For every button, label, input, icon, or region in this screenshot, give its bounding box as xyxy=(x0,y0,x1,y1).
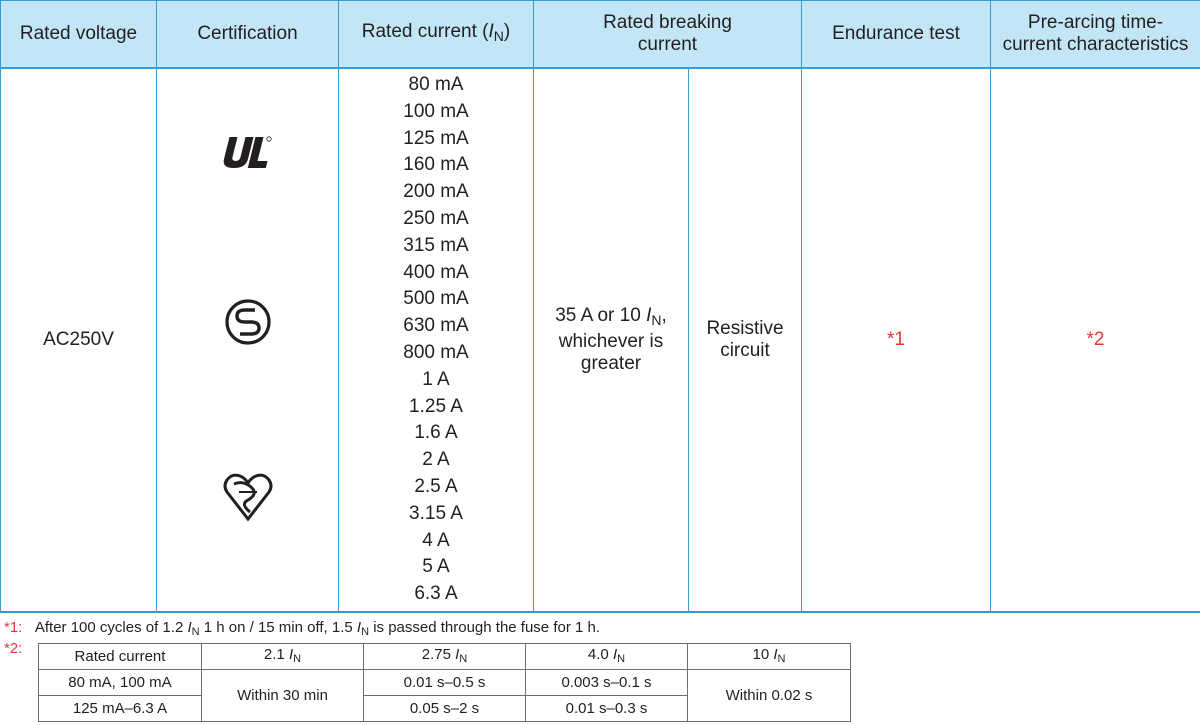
footnote-1-symbol-2: I xyxy=(356,619,362,636)
char-row-1: 80 mA, 100 mA Within 30 min 0.01 s–0.5 s… xyxy=(38,669,851,722)
char-r1-c2: 0.01 s–0.5 s xyxy=(363,669,526,696)
rated-current-item: 4 A xyxy=(422,529,450,551)
footnote-1-sub-2: N xyxy=(361,626,370,638)
rated-current-list-cell: 80 mA 100 mA 125 mA 160 mA 200 mA 250 mA 315 m… xyxy=(338,67,534,613)
rated-current-item: 800 mA xyxy=(403,342,469,363)
char-h2-num: 2.75 xyxy=(421,645,456,663)
rated-current-item: 315 mA xyxy=(403,234,469,256)
rated-current-item: 500 mA xyxy=(403,288,469,310)
footnote-1: *1: After 100 cycles of 1.2 IN 1 h on / … xyxy=(4,619,600,641)
rated-current-item: 630 mA xyxy=(403,315,469,337)
header-prearcing-line1: Pre-arcing time- xyxy=(1027,12,1164,33)
header-rated-current-sub: N xyxy=(493,28,504,44)
rated-current-item: 100 mA xyxy=(403,100,469,122)
kitemark-icon xyxy=(223,473,272,522)
breaking-line2: whichever is xyxy=(558,331,664,352)
footnote-2-mark: *2: xyxy=(4,640,23,657)
breaking-sub: N xyxy=(651,312,662,328)
char-within-0-02-s: Within 0.02 s xyxy=(687,669,851,722)
char-h1-sym: I xyxy=(288,645,294,663)
header-rated-breaking-current: Rated breaking current xyxy=(533,0,802,69)
char-h2-sym: I xyxy=(455,645,460,663)
char-header-2-1: 2.1 IN xyxy=(201,643,364,670)
char-h1-sub: N xyxy=(293,652,302,665)
char-header-rated-current: Rated current xyxy=(38,643,202,670)
header-breaking-line2: current xyxy=(637,34,698,55)
spec-header-row: Rated voltage Certification Rated curren… xyxy=(0,0,1200,69)
breaking-prefix: 35 A or 10 xyxy=(555,305,647,326)
char-h3-num: 4.0 xyxy=(587,645,613,663)
char-h4-num: 10 xyxy=(752,645,774,663)
char-within-30-min: Within 30 min xyxy=(201,669,364,722)
fuse-spec-table: Rated voltage Certification Rated curren… xyxy=(0,0,1200,613)
footnote-1-symbol-1: I xyxy=(187,619,192,636)
breaking-line3: greater xyxy=(580,353,642,374)
certification-cell xyxy=(156,67,339,613)
rated-current-item: 1.6 A xyxy=(414,422,458,444)
rated-current-item: 200 mA xyxy=(403,181,469,203)
prearcing-char-table: Rated current 2.1 IN 2.75 IN 4.0 IN 10 I… xyxy=(38,643,851,722)
rated-current-item: 160 mA xyxy=(403,154,469,176)
header-endurance-test: Endurance test xyxy=(801,0,991,69)
char-h3-sym: I xyxy=(612,645,618,663)
rated-current-list: 80 mA 100 mA 125 mA 160 mA 200 mA 250 mA 315 m… xyxy=(339,72,533,608)
circuit-type-value: Resistive circuit xyxy=(688,67,802,613)
char-h4-sub: N xyxy=(777,652,786,665)
header-breaking-line1: Rated breaking xyxy=(603,12,732,33)
header-rated-current-symbol: I xyxy=(488,21,494,42)
s-mark-icon xyxy=(224,299,271,345)
footnote-1-text-b: 1 h on / 15 min off, 1.5 xyxy=(199,619,357,636)
header-rated-current: Rated current (IN) xyxy=(338,0,534,69)
char-header-2-75: 2.75 IN xyxy=(363,643,526,670)
header-rated-current-suffix: ) xyxy=(503,21,511,42)
char-header-row: Rated current 2.1 IN 2.75 IN 4.0 IN 10 I… xyxy=(38,643,851,670)
breaking-current-value: 35 A or 10 IN, whichever is greater xyxy=(533,67,689,613)
header-prearcing: Pre-arcing time-current characteristics xyxy=(990,0,1200,69)
rated-current-item: 400 mA xyxy=(403,261,469,283)
rated-current-item: 5 A xyxy=(422,556,450,578)
footnote-1-text-a: After 100 cycles of 1.2 xyxy=(34,619,188,636)
char-h2-sub: N xyxy=(459,652,468,665)
rated-current-item: 1.25 A xyxy=(409,395,463,417)
rated-current-item: 125 mA xyxy=(403,127,469,149)
footnote-1-text-c: is passed through the fuse for 1 h. xyxy=(369,619,601,636)
rated-current-item: 2 A xyxy=(422,449,450,471)
rated-current-item: 6.3 A xyxy=(414,583,458,605)
footnote-1-mark: *1: xyxy=(4,619,23,636)
header-rated-voltage: Rated voltage xyxy=(0,0,157,69)
rated-current-item: 80 mA xyxy=(408,74,464,96)
header-prearcing-line2: current characteristics xyxy=(1002,34,1189,55)
header-certification: Certification xyxy=(156,0,339,69)
char-r2-c2: 0.05 s–2 s xyxy=(363,695,526,722)
endurance-ref: *1 xyxy=(801,67,991,613)
char-r1-label: 80 mA, 100 mA xyxy=(38,669,202,696)
char-h1-num: 2.1 xyxy=(263,645,289,663)
footnote-1-sub-1: N xyxy=(191,626,200,638)
breaking-symbol: I xyxy=(646,305,652,326)
rated-voltage-value: AC250V xyxy=(0,67,157,613)
breaking-suffix: , xyxy=(661,305,667,326)
ul-recognized-icon xyxy=(223,136,272,168)
rated-current-item: 3.15 A xyxy=(409,502,463,524)
circuit-line1: Resistive xyxy=(706,318,784,339)
char-h4-sym: I xyxy=(773,645,778,663)
rated-current-item: 250 mA xyxy=(403,208,469,230)
char-header-4-0: 4.0 IN xyxy=(525,643,688,670)
char-row-2: 125 mA–6.3 A 0.05 s–2 s 0.01 s–0.3 s xyxy=(38,695,851,722)
rated-current-item: 2.5 A xyxy=(414,475,458,497)
char-r2-c3: 0.01 s–0.3 s xyxy=(525,695,688,722)
circuit-line2: circuit xyxy=(720,340,770,361)
char-r1-c3: 0.003 s–0.1 s xyxy=(525,669,688,696)
char-header-10: 10 IN xyxy=(687,643,851,670)
spec-data-row: AC250V 80 mA 100 mA 125 mA 160 mA 200 mA 250 … xyxy=(0,67,1200,613)
prearcing-ref: *2 xyxy=(990,67,1200,613)
rated-current-item: 1 A xyxy=(422,368,450,390)
char-r2-label: 125 mA–6.3 A xyxy=(38,695,202,722)
header-rated-current-prefix: Rated current ( xyxy=(361,21,489,42)
char-h3-sub: N xyxy=(617,652,626,665)
